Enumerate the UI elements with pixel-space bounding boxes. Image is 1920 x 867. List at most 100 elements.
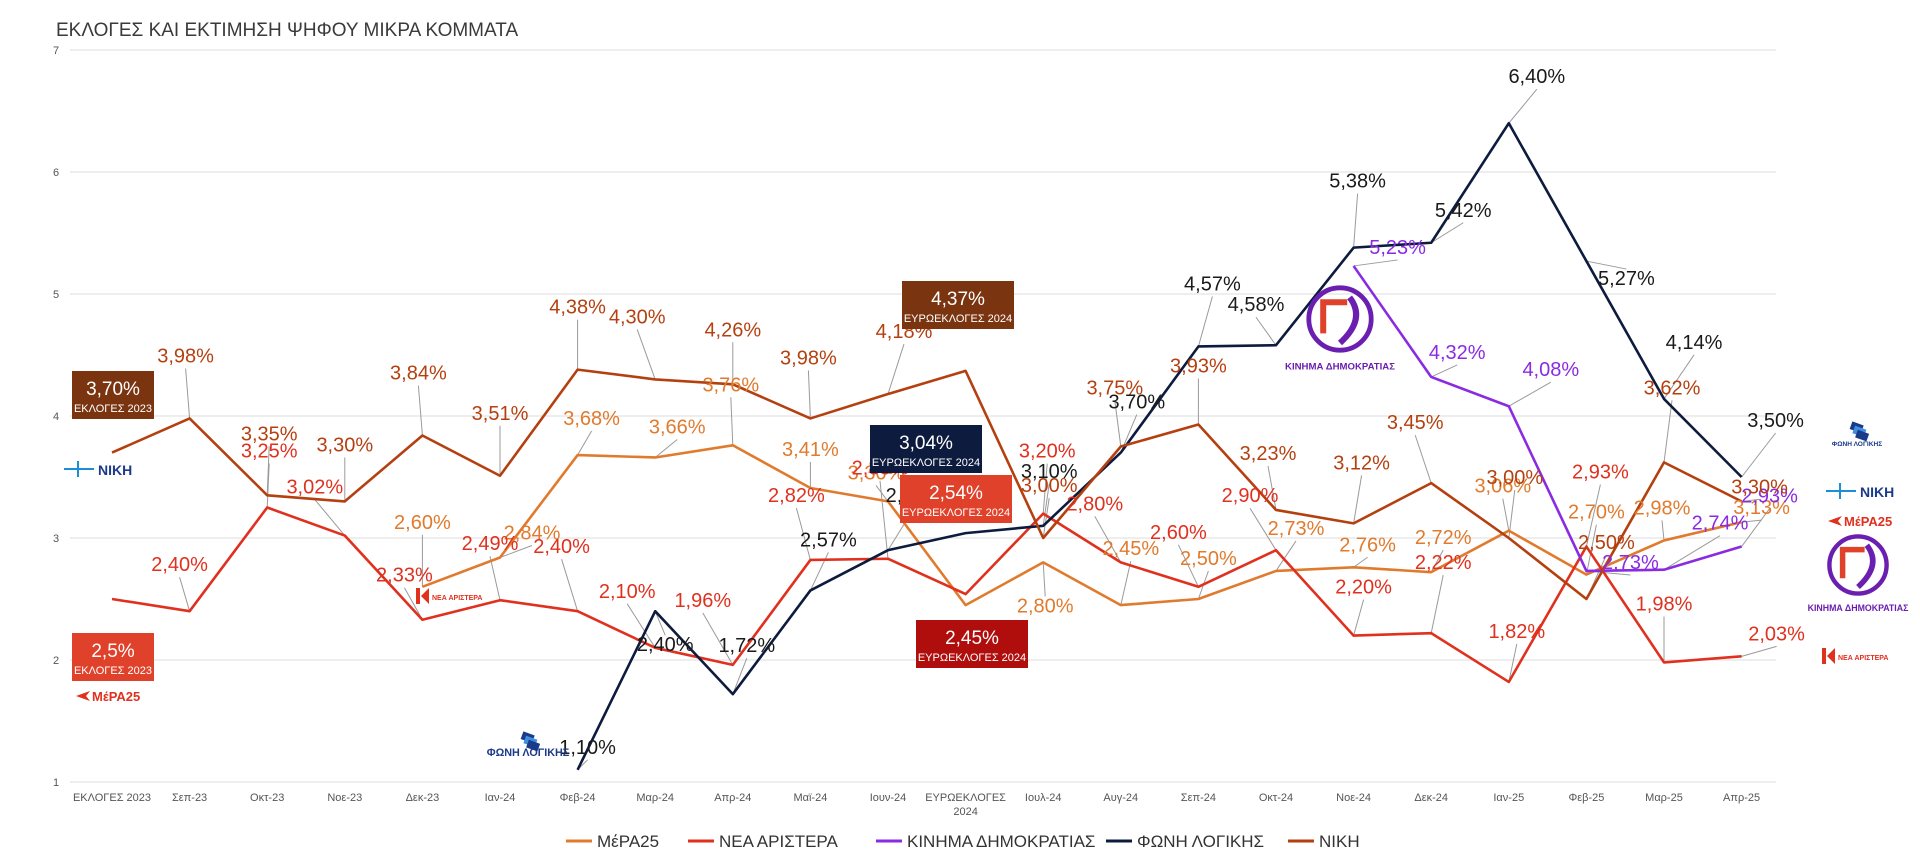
legend-label: ΜέΡΑ25	[597, 832, 659, 851]
data-label: 3,51%	[472, 403, 529, 425]
data-label: 2,40%	[637, 634, 694, 656]
x-tick-label: Ιουλ-24	[1025, 792, 1062, 804]
data-label: 2,93%	[1572, 462, 1629, 484]
data-label: 2,80%	[1017, 595, 1074, 617]
election-callout: 3,04% ΕΥΡΩΕΚΛΟΓΕΣ 2024	[870, 425, 982, 473]
data-label: 2,10%	[599, 581, 656, 603]
x-tick-label: Δεκ-24	[1414, 792, 1448, 804]
callout-value: 2,54%	[929, 483, 983, 504]
data-label: 3,06%	[1474, 476, 1531, 498]
leader-line	[1177, 544, 1199, 588]
data-label: 2,49%	[462, 533, 519, 555]
x-tick-label: Νοε-23	[327, 792, 362, 804]
data-label: 4,32%	[1429, 342, 1486, 364]
x-tick-label: Μαρ-24	[636, 792, 674, 804]
leader-line	[1585, 524, 1597, 575]
data-label: 3,02%	[286, 477, 343, 499]
legend-item[interactable]: ΚΙΝΗΜΑ ΔΗΜΟΚΡΑΤΙΑΣ	[876, 832, 1095, 851]
nea-aristera-logo: ΝΕΑ ΑΡΙΣΤΕΡΑ	[1822, 648, 1888, 664]
data-label: 3,41%	[782, 439, 839, 461]
data-label: 3,23%	[1240, 443, 1297, 465]
leader-line	[1414, 434, 1432, 484]
x-tick-label: ΕΥΡΩΕΚΛΟΓΕΣ 2024	[925, 792, 1006, 818]
election-callout: 2,5% ΕΚΛΟΓΕΣ 2023	[72, 633, 154, 681]
data-label: 6,40%	[1508, 66, 1565, 88]
x-tick-label: Ιαν-25	[1493, 792, 1524, 804]
leader-line	[1663, 535, 1721, 571]
data-label: 5,27%	[1598, 268, 1655, 290]
series-line	[111, 506, 1742, 684]
svg-text:ΝΙΚΗ: ΝΙΚΗ	[1860, 484, 1894, 500]
data-label: 4,14%	[1666, 332, 1723, 354]
data-label: 2,50%	[1180, 548, 1237, 570]
leader-line	[730, 397, 734, 446]
x-tick-label: Απρ-24	[714, 792, 751, 804]
leader-lines	[179, 88, 1777, 771]
leader-line	[1502, 498, 1510, 531]
callout-box	[900, 475, 1012, 523]
legend-label: ΚΙΝΗΜΑ ΔΗΜΟΚΡΑΤΙΑΣ	[907, 832, 1095, 851]
leader-line	[1114, 400, 1122, 447]
data-label: 3,13%	[1733, 497, 1790, 519]
leader-line	[1741, 498, 1760, 502]
leader-line	[561, 559, 579, 612]
callout-value: 2,5%	[91, 641, 134, 662]
leader-line	[636, 329, 656, 380]
y-tick-label: 7	[53, 45, 59, 57]
data-label: 4,58%	[1228, 294, 1285, 316]
callout-value: 3,70%	[86, 379, 140, 400]
data-label: 2,76%	[1339, 534, 1396, 556]
data-label: 5,23%	[1369, 237, 1426, 259]
x-tick-label: Μαϊ-24	[793, 792, 827, 804]
leader-line	[1042, 497, 1050, 539]
data-label: 2,50%	[1578, 532, 1635, 554]
leader-line	[1197, 296, 1213, 347]
data-label: 5,38%	[1329, 171, 1386, 193]
leader-line	[1661, 520, 1665, 541]
y-tick-label: 2	[53, 655, 59, 667]
leader-line	[489, 556, 501, 601]
data-label: 2,84%	[504, 523, 561, 545]
leader-line	[1508, 381, 1552, 407]
niki-logo: ΝΙΚΗ	[1826, 483, 1894, 500]
legend-item[interactable]: ΜέΡΑ25	[566, 832, 659, 851]
leader-line	[1353, 259, 1398, 267]
callout-subtitle: ΕΚΛΟΓΕΣ 2023	[74, 403, 152, 415]
callout-value: 3,04%	[899, 433, 953, 454]
data-label: 1,82%	[1488, 621, 1545, 643]
data-label: 3,76%	[702, 374, 759, 396]
foni-logikis-logo: ΦΩΝΗ ΛΟΓΙΚΗΣ	[1832, 421, 1882, 448]
callout-box	[916, 620, 1028, 668]
leader-line	[654, 611, 666, 636]
legend[interactable]: ΜέΡΑ25 ΝΕΑ ΑΡΙΣΤΕΡΑ ΚΙΝΗΜΑ ΔΗΜΟΚΡΑΤΙΑΣ ΦΩΝΗ…	[566, 832, 1360, 851]
y-tick-label: 6	[53, 167, 59, 179]
series	[111, 121, 1743, 771]
leader-line	[1741, 432, 1776, 478]
x-tick-label: Φεβ-24	[560, 792, 596, 804]
leader-line	[1120, 560, 1132, 606]
legend-item[interactable]: ΝΕΑ ΑΡΙΣΤΕΡΑ	[688, 832, 839, 851]
data-label: 4,30%	[609, 306, 666, 328]
leader-line	[266, 463, 270, 508]
legend-item[interactable]: ΦΩΝΗ ΛΟΓΙΚΗΣ	[1106, 832, 1264, 851]
series-line	[111, 368, 1743, 601]
svg-text:ΝΕΑ ΑΡΙΣΤΕΡΑ: ΝΕΑ ΑΡΙΣΤΕΡΑ	[1838, 655, 1888, 662]
callout-value: 4,37%	[931, 289, 985, 310]
x-tick-label: ΕΚΛΟΓΕΣ 2023	[73, 792, 151, 804]
y-tick-label: 1	[53, 777, 59, 789]
data-label: 2,03%	[1748, 623, 1805, 645]
legend-label: ΝΕΑ ΑΡΙΣΤΕΡΑ	[719, 832, 839, 851]
data-label: 4,57%	[1184, 273, 1241, 295]
callout-subtitle: ΕΚΛΟΓΕΣ 2023	[74, 665, 152, 677]
legend-item[interactable]: ΝΙΚΗ	[1288, 832, 1360, 851]
callout-value: 2,45%	[945, 628, 999, 649]
leader-line	[266, 446, 270, 496]
leader-line	[1586, 260, 1627, 270]
leader-line	[499, 545, 533, 558]
svg-text:ΜέΡΑ25: ΜέΡΑ25	[1844, 514, 1892, 529]
chart-title: ΕΚΛΟΓΕΣ ΚΑΙ ΕΚΤΙΜΗΣΗ ΨΗΦΟΥ ΜΙΚΡΑ ΚΟΜΜΑΤΑ	[56, 20, 518, 41]
leader-line	[185, 368, 191, 419]
kinima-dimokratias-logo: ΚΙΝΗΜΑ ΔΗΜΟΚΡΑΤΙΑΣ	[1808, 534, 1909, 613]
leader-line	[1741, 508, 1771, 547]
